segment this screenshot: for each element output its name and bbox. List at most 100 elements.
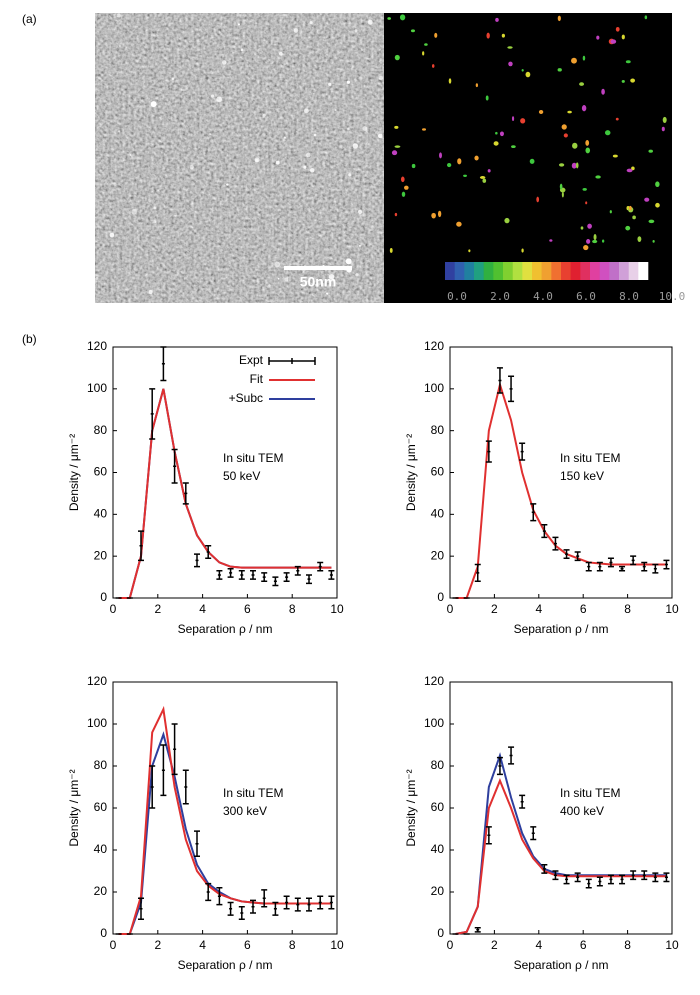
line-1 (118, 705, 332, 935)
dot (557, 15, 561, 22)
error-bar-stroke (585, 561, 592, 572)
error-bar-stroke (182, 769, 189, 805)
x-tick-label: 10 (330, 602, 344, 616)
error-bar (630, 555, 637, 566)
error-bar-stroke (652, 563, 659, 574)
panel-label: (a) (22, 12, 37, 26)
error-bar (663, 872, 670, 883)
dot (508, 61, 513, 67)
spot (237, 23, 241, 26)
error-bar (530, 503, 537, 522)
annotation: 50 keV (223, 469, 260, 483)
dot (571, 162, 577, 169)
spot (275, 160, 280, 165)
colorbar-cell (638, 262, 649, 280)
error-bar-stroke (641, 561, 648, 572)
spot (116, 13, 121, 18)
colorbar: 0.0 2.0 4.0 6.0 8.0 10.0 (445, 262, 685, 303)
error-bar-stroke (149, 765, 156, 809)
dot (456, 221, 462, 227)
error-bar (607, 874, 614, 885)
dot (411, 163, 416, 169)
dot (501, 33, 505, 38)
y-tick-label: 40 (94, 507, 108, 521)
dot (604, 130, 611, 136)
chart: 0 20 40 60 80 100 120 0 2 4 6 8 10 Separation ρ / nm D… (67, 339, 344, 636)
legend-label: Expt (239, 353, 264, 367)
error-bar-stroke (619, 565, 626, 572)
spot (305, 152, 311, 158)
dot (567, 110, 572, 114)
y-tick-label: 20 (431, 548, 445, 562)
colorbar-cell (541, 262, 552, 280)
spot (129, 154, 132, 156)
error-bar-stroke (171, 448, 178, 484)
spot (189, 164, 194, 170)
error-bar (619, 565, 626, 572)
dot (495, 17, 499, 22)
colorbar-cell (474, 262, 484, 280)
error-bar (474, 563, 481, 583)
x-tick-label: 2 (154, 938, 161, 952)
dot (630, 78, 636, 83)
x-tick-label: 10 (665, 602, 679, 616)
spot (303, 165, 307, 169)
error-bar (306, 897, 312, 912)
dot (585, 201, 588, 205)
dot (400, 176, 405, 183)
colorbar-cell (590, 262, 600, 280)
error-bar (227, 901, 234, 916)
error-bar-stroke (619, 874, 626, 885)
chart: 0 20 40 60 80 100 120 0 2 4 6 8 10 Separation ρ / nm D… (404, 674, 679, 972)
dot (424, 43, 428, 46)
error-bar (585, 561, 592, 572)
spot (226, 183, 229, 186)
y-tick-label: 80 (94, 758, 108, 772)
tem-image-texture (95, 13, 384, 303)
dot (652, 240, 655, 243)
error-bar (519, 794, 526, 809)
spot (313, 133, 317, 137)
error-bar (552, 536, 559, 551)
error-bar (261, 572, 268, 583)
error-bar (585, 878, 592, 889)
error-bar (663, 559, 670, 570)
y-tick-label: 20 (94, 884, 108, 898)
colorbar-label: 6.0 (576, 290, 596, 303)
dot (571, 57, 577, 64)
x-axis-label: Separation ρ / nm (514, 958, 609, 972)
spot (302, 271, 305, 273)
x-axis-label: Separation ρ / nm (178, 958, 273, 972)
dot (422, 128, 427, 131)
spot (254, 157, 260, 163)
dot (628, 205, 632, 211)
dot (580, 226, 584, 230)
spot (377, 133, 383, 139)
error-bar-stroke (294, 897, 301, 912)
colorbar-cell (570, 262, 581, 280)
spot (378, 75, 384, 81)
error-bar-stroke (328, 895, 335, 910)
error-bar (530, 826, 537, 841)
x-tick-label: 2 (154, 602, 161, 616)
x-tick-label: 8 (624, 602, 631, 616)
line-1 (455, 380, 667, 599)
error-bar (171, 448, 178, 484)
colorbar-cell (532, 262, 542, 280)
dot (610, 39, 617, 44)
error-bar (630, 870, 637, 881)
error-bar-stroke (563, 874, 570, 885)
dot (434, 32, 438, 38)
error-bar (317, 895, 324, 910)
colorbar-cell (619, 262, 629, 280)
dot (581, 105, 587, 112)
dot (561, 124, 567, 130)
x-tick-label: 8 (624, 938, 631, 952)
spot (357, 209, 363, 215)
colorbar-label: 8.0 (619, 290, 639, 303)
dot (521, 248, 524, 253)
x-tick-label: 4 (535, 602, 542, 616)
error-bar (283, 572, 290, 583)
dot (520, 118, 526, 124)
error-bar-stroke (607, 557, 614, 568)
